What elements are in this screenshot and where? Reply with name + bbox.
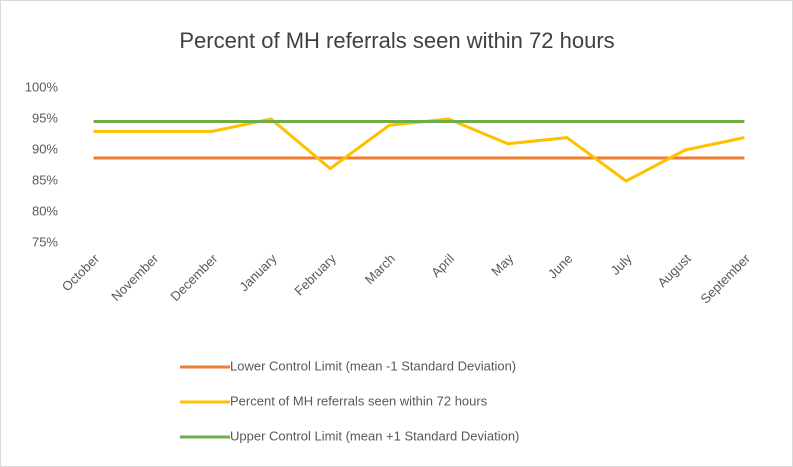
legend-label: Lower Control Limit (mean -1 Standard De…: [230, 358, 516, 373]
chart-title: Percent of MH referrals seen within 72 h…: [179, 28, 614, 53]
y-tick-label: 95%: [32, 110, 58, 125]
y-tick-label: 100%: [25, 79, 59, 94]
y-tick-label: 90%: [32, 141, 58, 156]
y-tick-label: 80%: [32, 203, 58, 218]
y-tick-label: 75%: [32, 234, 58, 249]
legend-label: Percent of MH referrals seen within 72 h…: [230, 393, 488, 408]
y-tick-label: 85%: [32, 172, 58, 187]
legend-label: Upper Control Limit (mean +1 Standard De…: [230, 428, 519, 443]
